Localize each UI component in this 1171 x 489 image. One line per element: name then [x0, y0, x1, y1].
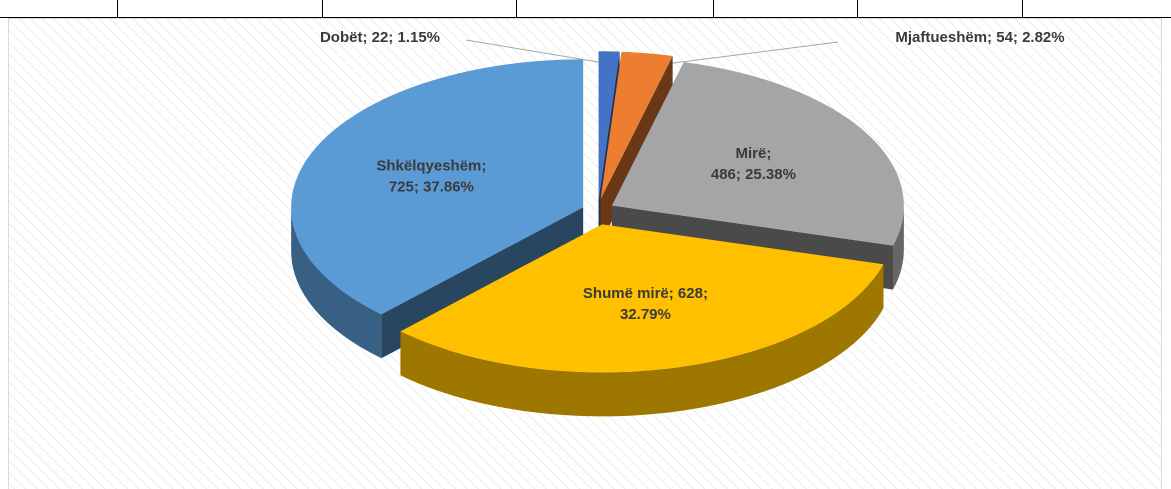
slice: [600, 51, 673, 200]
slice: [400, 224, 884, 373]
data-label: Mirë;: [735, 145, 771, 162]
leader-line: [465, 39, 611, 65]
slice: [291, 59, 584, 315]
slice-side: [291, 207, 382, 359]
leader-line: [649, 41, 839, 67]
data-label: Dobët; 22; 1.15%: [320, 29, 440, 46]
slice-side: [893, 205, 904, 290]
slice: [611, 62, 904, 246]
data-label: 32.79%: [620, 306, 671, 323]
data-label: Shumë mirë; 628;: [583, 285, 708, 302]
data-label: Shkëlqyeshëm;: [376, 157, 486, 174]
slice-side: [400, 264, 884, 417]
data-label: 486; 25.38%: [711, 166, 796, 183]
slice: [598, 51, 620, 200]
table-row: [0, 0, 1171, 18]
data-label: 725; 37.86%: [389, 178, 474, 195]
data-label: Mjaftueshëm; 54; 2.82%: [895, 29, 1064, 46]
